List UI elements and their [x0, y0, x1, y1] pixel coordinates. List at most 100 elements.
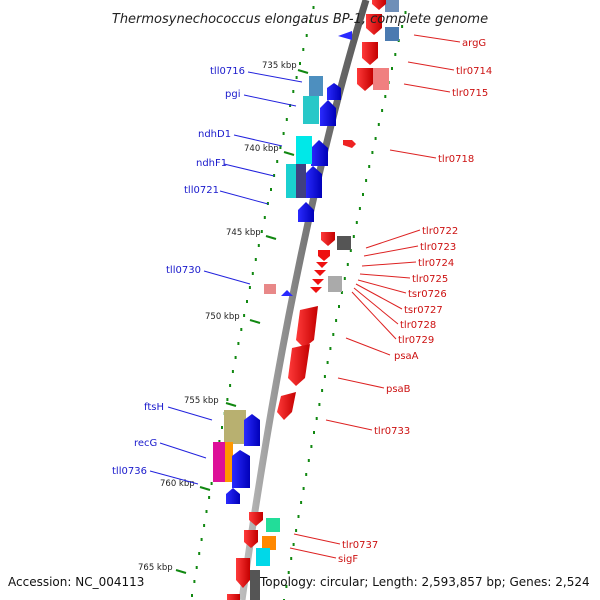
dot: [200, 538, 203, 541]
gene-label-tlr0725[interactable]: tlr0725: [412, 274, 448, 285]
dot: [302, 48, 305, 51]
dot: [368, 165, 371, 168]
topology-text: Topology: circular; Length: 2,593,857 bp…: [259, 575, 590, 589]
dot: [231, 370, 234, 373]
dot: [321, 389, 324, 392]
dot: [365, 179, 368, 182]
dot: [276, 160, 279, 163]
gene-label-tll0736[interactable]: tll0736: [112, 466, 147, 477]
gene-label-recG[interactable]: recG: [134, 438, 157, 449]
dot: [394, 53, 397, 56]
dot: [251, 272, 254, 275]
dot: [285, 118, 288, 121]
gene-label-ndhF1[interactable]: ndhF1: [196, 158, 227, 169]
dot: [203, 524, 206, 527]
dot: [340, 291, 343, 294]
dot: [305, 473, 308, 476]
dot: [243, 314, 246, 317]
gene-arrows-forward-top: [343, 0, 386, 148]
dot: [384, 95, 387, 98]
dot: [305, 34, 308, 37]
gene-label-tlr0728[interactable]: tlr0728: [400, 320, 436, 331]
gene-label-tlr0729[interactable]: tlr0729: [398, 335, 434, 346]
gene-label-tlr0724[interactable]: tlr0724: [418, 258, 454, 269]
dot: [260, 230, 263, 233]
callouts-left: [149, 71, 303, 485]
gene-label-tlr0714[interactable]: tlr0714: [456, 66, 492, 77]
gene-arrows-middle: [264, 232, 351, 420]
gene-label-pgi[interactable]: pgi: [225, 89, 240, 100]
gene-label-tlr0722[interactable]: tlr0722: [422, 226, 458, 237]
dot: [313, 431, 315, 434]
dot: [302, 487, 305, 490]
gene-label-tll0730[interactable]: tll0730: [166, 265, 201, 276]
kbp-label-735: 735 kbp: [262, 61, 297, 71]
dot: [310, 445, 313, 448]
kbp-ticks: [175, 69, 309, 574]
gene-label-ndhD1[interactable]: ndhD1: [198, 129, 231, 140]
dot: [295, 529, 298, 532]
dot: [198, 552, 201, 555]
dot: [290, 557, 293, 560]
gene-label-tlr0733[interactable]: tlr0733: [374, 426, 410, 437]
dot: [295, 76, 298, 79]
dot: [289, 104, 292, 107]
cog-boxes-left-top: [286, 76, 323, 198]
gene-label-argG[interactable]: argG: [462, 38, 486, 49]
genome-backbone: [238, 0, 370, 600]
dot: [312, 6, 315, 9]
dot: [270, 188, 272, 191]
gene-label-tlr0723[interactable]: tlr0723: [420, 242, 456, 253]
dot-row-right: [283, 11, 407, 600]
gene-label-psaA[interactable]: psaA: [394, 351, 419, 362]
dot: [287, 571, 290, 574]
gene-label-sigF[interactable]: sigF: [338, 554, 358, 565]
gene-label-tlr0715[interactable]: tlr0715: [452, 88, 488, 99]
dot: [299, 62, 301, 65]
gene-arrows-lower: [213, 410, 260, 504]
dot: [332, 333, 335, 336]
gene-label-tsr0726[interactable]: tsr0726: [408, 289, 447, 300]
dot: [195, 566, 198, 569]
gene-label-tll0716[interactable]: tll0716: [210, 66, 245, 77]
dot: [285, 585, 288, 588]
dot: [358, 207, 361, 210]
dot: [246, 300, 248, 303]
gene-label-ftsH[interactable]: ftsH: [144, 402, 164, 413]
dot: [335, 319, 338, 322]
dot: [377, 123, 380, 126]
gene-label-tll0721[interactable]: tll0721: [184, 185, 219, 196]
dot: [343, 277, 346, 280]
gene-label-psaB[interactable]: psaB: [386, 384, 411, 395]
dot: [292, 543, 295, 546]
gene-label-tsr0727[interactable]: tsr0727: [404, 305, 443, 316]
dot: [273, 174, 276, 177]
dot: [381, 109, 384, 112]
dot: [309, 20, 312, 23]
dot: [208, 496, 211, 499]
dot: [263, 216, 266, 219]
dot: [229, 384, 232, 387]
gene-label-tlr0718[interactable]: tlr0718: [438, 154, 474, 165]
dot: [371, 151, 374, 154]
dot: [193, 580, 196, 583]
gene-label-tlr0737[interactable]: tlr0737: [342, 540, 378, 551]
dot: [279, 146, 282, 149]
dot: [329, 347, 332, 350]
dot: [404, 11, 407, 14]
dot: [355, 221, 358, 224]
dot: [326, 361, 329, 364]
dot: [362, 193, 364, 196]
dot: [226, 398, 229, 401]
dot: [346, 263, 349, 266]
gene-arrows-bottom: [227, 512, 280, 600]
dot: [297, 515, 300, 518]
cog-boxes-top: [373, 0, 399, 90]
dot: [401, 25, 404, 28]
dot: [315, 417, 318, 420]
dot: [300, 501, 303, 504]
dot: [391, 67, 393, 70]
dot: [338, 305, 340, 308]
genome-title: Thermosynechococcus elongatus BP-1, comp…: [112, 12, 488, 27]
